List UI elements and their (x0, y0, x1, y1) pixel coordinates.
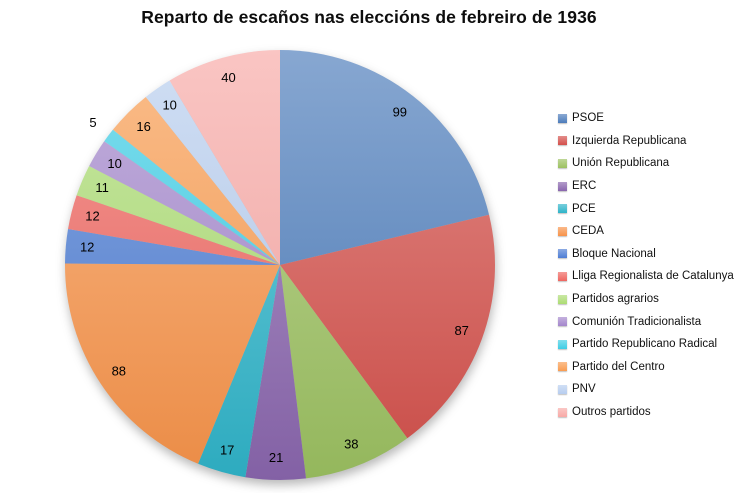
legend: PSOE Izquierda Republicana Unión Republi… (558, 107, 734, 423)
legend-label: Lliga Regionalista de Catalunya (572, 270, 734, 283)
legend-label: Bloque Nacional (572, 247, 656, 260)
legend-label: Partidos agrarios (572, 293, 659, 306)
legend-swatch-icon (558, 384, 567, 394)
pie-slice-pce (198, 265, 280, 478)
legend-label: Partido del Centro (572, 360, 665, 373)
legend-swatch-icon (558, 113, 567, 123)
slice-label-psoe: 99 (393, 104, 407, 119)
legend-swatch-icon (558, 362, 567, 372)
slice-label-outros-partidos: 40 (221, 70, 235, 85)
legend-swatch-icon (558, 249, 567, 259)
pie-slice-psoe (280, 50, 490, 265)
slice-label-pnv: 10 (162, 97, 176, 112)
legend-swatch-icon (558, 407, 567, 417)
legend-label: CEDA (572, 225, 604, 238)
legend-swatch-icon (558, 271, 567, 281)
legend-swatch-icon (558, 226, 567, 236)
legend-label: Outros partidos (572, 406, 651, 419)
pie-slice-partido-del-centro (112, 97, 280, 265)
pie-slice-ceda (64, 263, 281, 464)
legend-item: Partido Republicano Radical (558, 333, 734, 356)
legend-item: Partidos agrarios (558, 288, 734, 311)
pie-slice-lliga-regionalista-de-catalunya (68, 195, 280, 265)
slice-label-partido-republicano-radical: 5 (89, 115, 96, 130)
slice-label-partido-del-centro: 16 (136, 119, 150, 134)
pie-slice-comunion-tradicionalista (89, 141, 280, 265)
legend-item: Comunión Tradicionalista (558, 310, 734, 333)
legend-label: PSOE (572, 112, 604, 125)
legend-swatch-icon (558, 181, 567, 191)
legend-item: Bloque Nacional (558, 243, 734, 266)
pie-slice-partido-republicano-radical (104, 129, 281, 265)
slice-label-ceda: 88 (112, 364, 126, 379)
slice-label-partidos-agrarios: 11 (95, 180, 109, 195)
slice-label-comunion-tradicionalista: 10 (107, 156, 121, 171)
slice-label-union-republicana: 38 (344, 436, 358, 451)
legend-item: PNV (558, 378, 734, 401)
pie-slice-pnv (145, 80, 280, 266)
legend-swatch-icon (558, 136, 567, 146)
legend-item: PSOE (558, 107, 734, 130)
pie-slice-erc (245, 265, 307, 481)
legend-swatch-icon (558, 158, 567, 168)
legend-item: ERC (558, 175, 734, 198)
slice-label-lliga-regionalista-de-catalunya: 12 (85, 209, 99, 224)
slice-label-pce: 17 (220, 443, 234, 458)
legend-swatch-icon (558, 204, 567, 214)
legend-item: Partido del Centro (558, 356, 734, 379)
legend-item: CEDA (558, 220, 734, 243)
pie-slice-partidos-agrarios (76, 165, 281, 265)
slice-label-bloque-nacional: 12 (80, 240, 94, 255)
pie-slices-group (64, 50, 495, 481)
legend-swatch-icon (558, 339, 567, 349)
pie-slice-bloque-nacional (65, 228, 280, 265)
legend-item: Lliga Regionalista de Catalunya (558, 265, 734, 288)
legend-label: PNV (572, 383, 596, 396)
legend-label: ERC (572, 180, 597, 193)
slice-label-izquierda-republicana: 87 (454, 323, 468, 338)
slice-label-erc: 21 (269, 450, 283, 465)
legend-label: Unión Republicana (572, 157, 670, 170)
legend-label: Partido Republicano Radical (572, 338, 718, 351)
pie-labels-group: 99 87 38 21 17 88 12 12 11 10 5 16 10 40 (80, 70, 469, 465)
pie-slice-izquierda-republicana (280, 214, 495, 439)
legend-swatch-icon (558, 317, 567, 327)
legend-label: Comunión Tradicionalista (572, 315, 702, 328)
legend-label: PCE (572, 202, 596, 215)
legend-item: Unión Republicana (558, 152, 734, 175)
legend-item: Izquierda Republicana (558, 130, 734, 153)
pie-slice-union-republicana (280, 265, 408, 479)
legend-label: Izquierda Republicana (572, 134, 687, 147)
legend-item: Outros partidos (558, 401, 734, 424)
chart-title: Reparto de escaños nas eleccións de febr… (141, 7, 597, 27)
legend-item: PCE (558, 197, 734, 220)
pie-slice-outros-partidos (169, 50, 280, 265)
legend-swatch-icon (558, 294, 567, 304)
